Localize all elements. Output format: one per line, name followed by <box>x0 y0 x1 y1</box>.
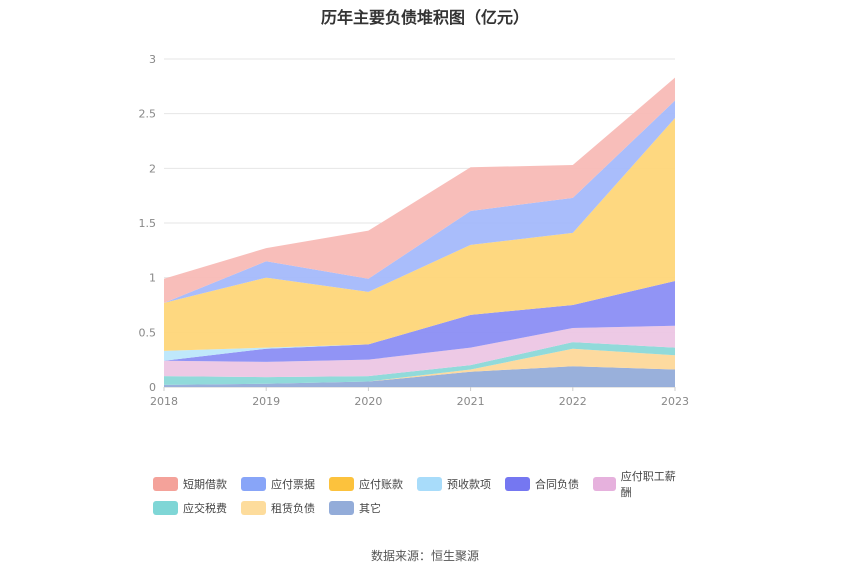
y-tick-label: 3 <box>149 53 156 66</box>
legend-label: 应交税费 <box>183 502 227 515</box>
y-tick-label: 2.5 <box>139 108 157 121</box>
area-series <box>164 280 675 362</box>
legend-label: 租赁负债 <box>271 502 315 515</box>
legend-item[interactable]: 应付票据 <box>241 476 329 492</box>
y-tick-label: 1 <box>149 272 156 285</box>
area-series <box>164 342 675 385</box>
legend-swatch <box>241 501 266 515</box>
y-tick-label: 0 <box>149 381 156 394</box>
legend-label: 其它 <box>359 502 381 515</box>
area-series <box>164 325 675 378</box>
legend-item[interactable]: 应交税费 <box>153 500 241 516</box>
chart-title: 历年主要负债堆积图（亿元） <box>320 8 529 27</box>
legend-swatch <box>241 477 266 491</box>
legend-row-1: 短期借款 应付票据 应付账款 预收款项 合同负债 应付职工薪酬 <box>153 470 713 499</box>
legend-item[interactable]: 应付账款 <box>329 476 417 492</box>
x-tick-label: 2018 <box>150 395 178 408</box>
y-tick-label: 1.5 <box>139 217 157 230</box>
legend-swatch <box>417 477 442 491</box>
legend-item[interactable]: 应付职工薪酬 <box>593 468 681 500</box>
legend-label: 短期借款 <box>183 478 227 491</box>
legend-item[interactable]: 预收款项 <box>417 476 505 492</box>
y-tick-label: 0.5 <box>139 326 157 339</box>
legend-swatch <box>505 477 530 491</box>
legend-label: 合同负债 <box>535 478 579 491</box>
area-series <box>164 77 675 303</box>
y-tick-label: 2 <box>149 162 156 175</box>
x-tick-label: 2023 <box>661 395 689 408</box>
legend-swatch <box>593 477 616 491</box>
legend: 短期借款 应付票据 应付账款 预收款项 合同负债 应付职工薪酬 应交税费 租赁负债 其它 <box>153 470 713 520</box>
legend-item[interactable]: 合同负债 <box>505 476 593 492</box>
legend-label: 应付职工薪酬 <box>620 470 676 499</box>
area-series <box>164 348 675 385</box>
legend-swatch <box>329 477 354 491</box>
data-source-note: 数据来源：恒生聚源 <box>370 549 479 563</box>
area-series <box>164 280 675 361</box>
legend-swatch <box>153 477 178 491</box>
area-series <box>164 118 675 351</box>
legend-item[interactable]: 租赁负债 <box>241 500 329 516</box>
legend-swatch <box>329 501 354 515</box>
legend-label: 应付账款 <box>359 478 403 491</box>
area-series <box>164 100 675 303</box>
area-series <box>164 366 675 387</box>
legend-swatch <box>153 501 178 515</box>
x-tick-label: 2022 <box>559 395 587 408</box>
x-tick-label: 2021 <box>457 395 485 408</box>
legend-item[interactable]: 其它 <box>329 500 417 516</box>
x-tick-label: 2019 <box>252 395 280 408</box>
legend-row-2: 应交税费 租赁负债 其它 <box>153 496 713 520</box>
legend-label: 预收款项 <box>447 478 491 491</box>
legend-item[interactable]: 短期借款 <box>153 476 241 492</box>
x-tick-label: 2020 <box>354 395 382 408</box>
legend-label: 应付票据 <box>271 478 315 491</box>
